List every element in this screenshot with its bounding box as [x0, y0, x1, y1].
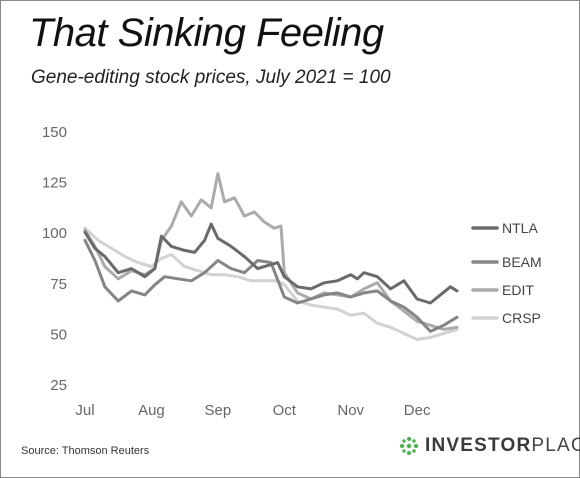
x-tick-label: Jul — [75, 402, 94, 419]
chart-title: That Sinking Feeling — [29, 11, 384, 55]
chart-subtitle: Gene-editing stock prices, July 2021 = 1… — [31, 67, 391, 88]
y-tick-label: 25 — [50, 377, 67, 394]
series-lines — [83, 172, 459, 341]
y-axis-ticks: 25 50 75 100 125 150 — [42, 124, 67, 394]
legend-label-ntla: NTLA — [502, 220, 538, 236]
series-line-beam — [83, 238, 459, 333]
series-line-ntla — [83, 222, 459, 305]
legend-label-beam: BEAM — [502, 254, 542, 270]
x-tick-label: Oct — [273, 402, 297, 419]
x-axis-ticks: Jul Aug Sep Oct Nov Dec — [75, 402, 431, 419]
y-tick-label: 150 — [42, 124, 67, 141]
logo-text-light: PLACE — [531, 435, 580, 456]
logo-text: INVESTORPLACE — [425, 435, 580, 457]
logo-mark-icon — [400, 437, 418, 455]
series-line-crsp — [83, 226, 459, 341]
y-tick-label: 100 — [42, 225, 67, 242]
y-tick-label: 75 — [50, 276, 67, 293]
x-tick-label: Dec — [404, 402, 431, 419]
legend: NTLA BEAM EDIT CRSP — [471, 220, 542, 326]
investorplace-logo: INVESTORPLACE — [399, 435, 580, 457]
legend-label-edit: EDIT — [502, 282, 534, 298]
logo-text-bold: INVESTOR — [425, 435, 532, 456]
x-tick-label: Sep — [205, 402, 232, 419]
x-tick-label: Nov — [337, 402, 364, 419]
y-tick-label: 50 — [50, 326, 67, 343]
x-tick-label: Aug — [138, 402, 165, 419]
legend-label-crsp: CRSP — [502, 310, 541, 326]
y-tick-label: 125 — [42, 175, 67, 192]
source-note: Source: Thomson Reuters — [21, 445, 150, 457]
